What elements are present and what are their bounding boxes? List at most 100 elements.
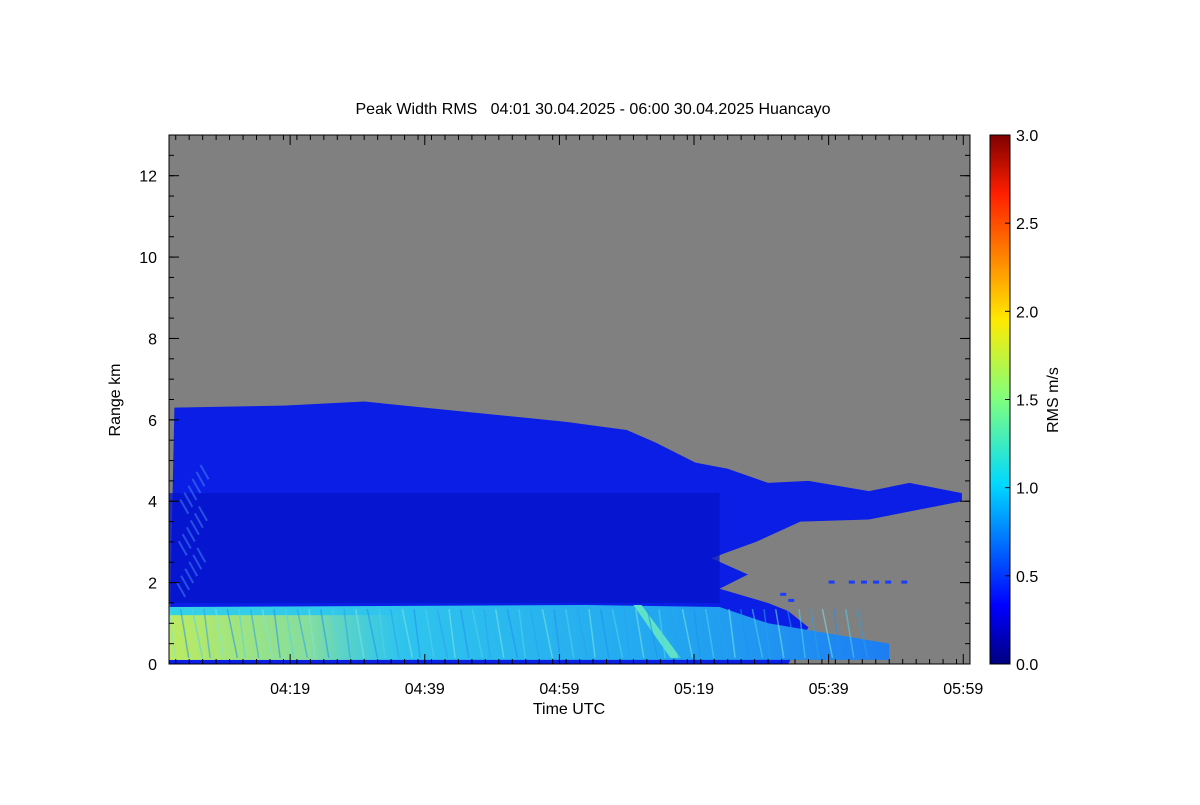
isolated-echoes (780, 580, 908, 602)
x-tick-label: 04:19 (270, 681, 310, 698)
bl-streak (763, 609, 771, 658)
bl-streak (401, 608, 414, 659)
bl-streak (681, 608, 694, 659)
bl-streak (179, 608, 190, 659)
x-axis: 04:19 04:39 04:59 05:19 05:39 05:59 (175, 135, 983, 698)
bl-streak (588, 609, 596, 658)
cloud-patch (195, 471, 206, 487)
bl-streak (203, 609, 211, 658)
bl-streak (413, 609, 421, 658)
cloud-patch (179, 499, 190, 515)
bl-streak (319, 608, 330, 659)
bl-streak (634, 608, 645, 659)
echo-speck (901, 580, 908, 584)
y-tick-label: 4 (148, 494, 157, 511)
y-tick-label: 12 (139, 169, 157, 186)
bl-streak (669, 608, 680, 659)
bl-streak (331, 608, 344, 659)
bl-streak (856, 608, 869, 659)
bl-streak (308, 609, 316, 658)
cloud-patch (183, 492, 194, 508)
bl-streak (249, 608, 260, 659)
bl-streak (833, 609, 841, 658)
cloud-patch (176, 582, 187, 598)
chart-title: Peak Width RMS 04:01 30.04.2025 - 06:00 … (356, 101, 831, 118)
cloud-patch (199, 464, 210, 480)
x-tick-label: 04:39 (405, 681, 445, 698)
bl-streak (471, 608, 484, 659)
cloud-patch (198, 506, 208, 522)
bl-streak (623, 609, 631, 658)
bl-streak (728, 609, 736, 658)
echo-speck (828, 580, 835, 584)
colorbar-tick-label: 0.0 (1016, 657, 1038, 674)
bl-streak (716, 608, 729, 659)
bl-streak (506, 608, 519, 659)
bl-streak (169, 609, 176, 658)
bl-streak (354, 608, 365, 659)
cloud-patch (184, 568, 195, 584)
y-tick-label: 2 (148, 576, 157, 593)
colorbar-label: RMS m/s (1045, 367, 1062, 433)
echo-speck (848, 580, 855, 584)
bl-streak (191, 608, 204, 659)
bl-streak (646, 608, 659, 659)
bl-streak (611, 608, 624, 659)
bl-streak (564, 608, 575, 659)
colorbar-tick-label: 3.0 (1016, 128, 1038, 145)
echo-speck (788, 598, 795, 602)
diagonal-streak (633, 604, 681, 658)
bl-streak (483, 609, 491, 658)
bl-streak (226, 608, 239, 659)
y-tick-label: 8 (148, 331, 157, 348)
bl-streak (751, 608, 764, 659)
x-tick-label: 04:59 (539, 681, 579, 698)
bl-streak (273, 609, 281, 658)
echo-speck (780, 592, 787, 596)
bl-streak (576, 608, 589, 659)
bl-streak (821, 608, 834, 659)
colorbar: 0.0 0.5 1.0 1.5 2.0 2.5 3.0 RMS m/s (989, 128, 1062, 674)
colorbar-tick-label: 2.0 (1016, 304, 1038, 321)
x-tick-label: 05:59 (943, 681, 983, 698)
bl-streak (296, 608, 309, 659)
bl-streak (553, 609, 561, 658)
bl-streak (704, 608, 715, 659)
mid-cloud-layer (169, 493, 720, 603)
colorbar-tick-label: 1.5 (1016, 393, 1038, 410)
bl-streak (284, 608, 295, 659)
echo-speck (861, 580, 867, 584)
cloud-patch (188, 561, 199, 577)
x-axis-label: Time UTC (533, 701, 605, 718)
plot-area (169, 135, 970, 664)
bl-streak (658, 609, 666, 658)
turbulence-streaks (169, 464, 869, 659)
cloud-patch (196, 547, 207, 563)
bl-streak (798, 609, 806, 658)
colorbar-tick-label: 1.0 (1016, 481, 1038, 498)
bl-streak (343, 609, 351, 658)
bl-streak (436, 608, 449, 659)
y-tick-label: 6 (148, 413, 157, 430)
y-axis-label: Range km (107, 364, 124, 437)
bl-streak (389, 608, 400, 659)
bl-streak (844, 608, 855, 659)
echo-speck (885, 580, 892, 584)
x-tick-label: 05:19 (674, 681, 714, 698)
cloud-patch (189, 519, 200, 536)
cloud-patch (177, 540, 188, 556)
bl-streak (739, 608, 750, 659)
cloud-patch (193, 512, 204, 529)
cloud-patch (181, 533, 192, 549)
cloud-patch (180, 575, 191, 591)
bl-streak (459, 608, 470, 659)
x-tick-label: 05:39 (809, 681, 849, 698)
colorbar-tick-label: 0.5 (1016, 569, 1038, 586)
y-tick-label: 0 (148, 657, 157, 674)
bl-streak (378, 609, 386, 658)
y-tick-label: 10 (139, 250, 157, 267)
cloud-patch (192, 554, 203, 570)
y-axis: 0 2 4 6 8 10 12 (139, 134, 970, 674)
